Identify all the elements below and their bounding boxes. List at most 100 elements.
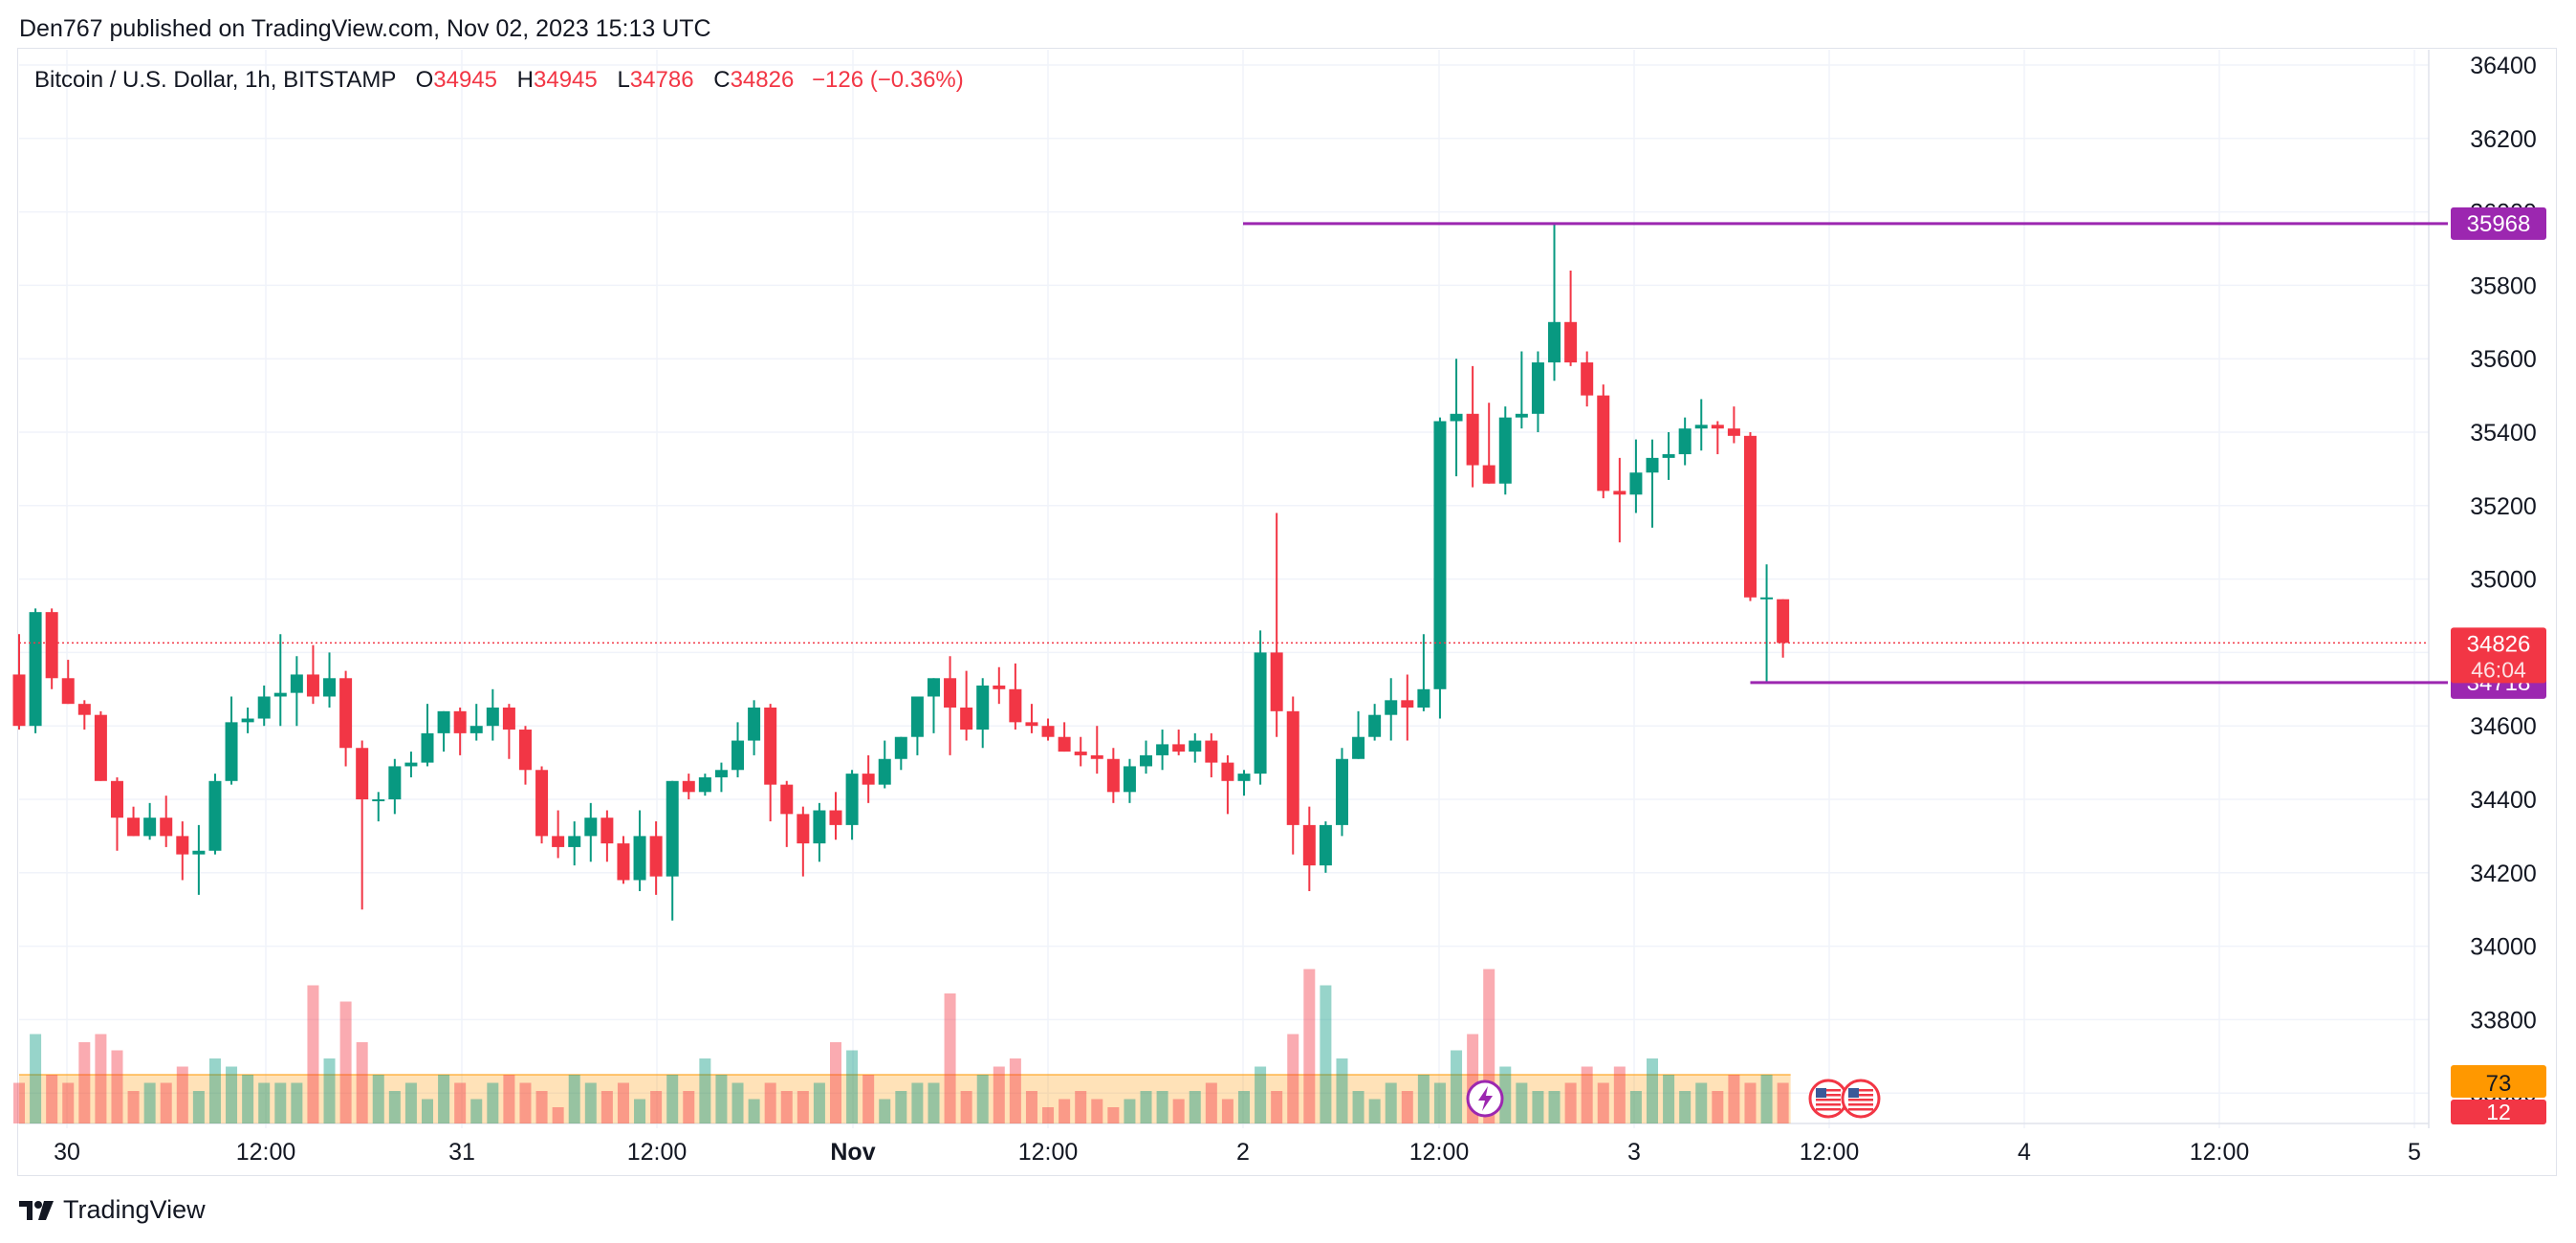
candle-body[interactable] [1123, 766, 1136, 793]
candle-body[interactable] [1302, 824, 1316, 866]
candle-body[interactable] [1335, 758, 1348, 825]
candle-body[interactable] [143, 818, 157, 837]
candle-body[interactable] [306, 674, 319, 697]
candle-body[interactable] [192, 850, 206, 855]
candle-body[interactable] [944, 678, 957, 708]
candle-body[interactable] [127, 818, 141, 837]
candle-body[interactable] [993, 685, 1006, 689]
candle-body[interactable] [649, 836, 663, 877]
candle-body[interactable] [1140, 754, 1153, 767]
candle-body[interactable] [1613, 491, 1626, 495]
candle-body[interactable] [94, 714, 107, 781]
candle-body[interactable] [1090, 754, 1103, 759]
candle-body[interactable] [469, 726, 483, 733]
candle-body[interactable] [61, 678, 75, 705]
candle-body[interactable] [1629, 472, 1643, 495]
candle-body[interactable] [323, 678, 337, 697]
candle-body[interactable] [1531, 362, 1544, 414]
candle-body[interactable] [339, 678, 353, 749]
symbol-title[interactable]: Bitcoin / U.S. Dollar, 1h, BITSTAMP [34, 67, 396, 93]
candle-body[interactable] [1777, 599, 1790, 643]
candle-body[interactable] [1205, 740, 1218, 763]
candle-body[interactable] [714, 770, 728, 777]
candle-body[interactable] [568, 836, 581, 847]
candle-body[interactable] [731, 740, 745, 771]
candle-body[interactable] [813, 810, 826, 844]
candle-body[interactable] [404, 762, 418, 767]
candle-body[interactable] [1694, 425, 1708, 429]
candle-body[interactable] [894, 736, 907, 759]
candle-body[interactable] [1058, 736, 1071, 752]
candle-body[interactable] [1319, 824, 1332, 866]
candle-body[interactable] [535, 770, 549, 837]
candle-body[interactable] [1498, 417, 1512, 484]
candle-body[interactable] [241, 718, 254, 723]
candle-body[interactable] [748, 708, 761, 741]
candle-body[interactable] [1662, 454, 1675, 458]
candle-body[interactable] [1743, 435, 1757, 598]
candle-body[interactable] [1597, 395, 1610, 491]
candle-body[interactable] [1270, 652, 1283, 711]
candle-body[interactable] [502, 708, 515, 731]
candle-body[interactable] [910, 696, 924, 737]
candle-body[interactable] [1025, 722, 1038, 727]
candle-body[interactable] [764, 708, 777, 785]
candle-body[interactable] [1156, 744, 1169, 755]
candle-body[interactable] [45, 612, 58, 679]
candle-body[interactable] [77, 704, 91, 715]
candle-body[interactable] [388, 766, 402, 799]
candle-body[interactable] [1189, 740, 1202, 752]
candle-body[interactable] [780, 784, 794, 815]
candle-body[interactable] [1433, 421, 1447, 689]
candle-body[interactable] [1711, 425, 1724, 429]
candle-body[interactable] [1385, 700, 1398, 715]
candle-body[interactable] [1564, 321, 1578, 363]
candle-body[interactable] [421, 732, 434, 763]
candle-body[interactable] [1678, 428, 1692, 455]
candle-body[interactable] [976, 685, 990, 731]
candle-body[interactable] [1254, 652, 1267, 774]
candle-body[interactable] [1760, 597, 1774, 600]
candle-body[interactable] [29, 612, 42, 727]
candle-body[interactable] [1515, 413, 1528, 418]
candle-body[interactable] [1727, 428, 1740, 436]
candle-body[interactable] [617, 843, 630, 881]
candle-body[interactable] [1401, 700, 1414, 708]
candle-body[interactable] [1450, 413, 1463, 422]
candle-body[interactable] [1368, 714, 1382, 737]
candle-body[interactable] [356, 748, 369, 799]
candle-body[interactable] [1237, 774, 1251, 781]
candle-body[interactable] [1417, 688, 1430, 708]
candle-body[interactable] [1106, 758, 1120, 793]
candle-body[interactable] [584, 818, 598, 837]
candle-body[interactable] [1466, 413, 1479, 466]
candle-body[interactable] [829, 810, 842, 825]
candle-body[interactable] [176, 836, 189, 855]
candle-body[interactable] [633, 836, 646, 881]
candle-body[interactable] [927, 678, 940, 697]
candle-body[interactable] [273, 692, 287, 697]
candle-body[interactable] [1352, 736, 1365, 759]
candle-body[interactable] [1548, 321, 1561, 363]
candle-body[interactable] [1581, 362, 1594, 396]
tradingview-brand[interactable]: TradingView [19, 1195, 206, 1225]
candle-body[interactable] [1286, 710, 1299, 825]
candle-body[interactable] [960, 708, 973, 731]
candle-body[interactable] [518, 730, 532, 771]
candle-body[interactable] [845, 774, 859, 825]
candle-body[interactable] [1041, 726, 1055, 737]
candle-body[interactable] [797, 814, 810, 844]
candle-body[interactable] [110, 780, 123, 818]
candle-body[interactable] [437, 710, 450, 733]
candle-body[interactable] [225, 722, 238, 781]
candle-body[interactable] [290, 674, 303, 693]
candle-body[interactable] [666, 780, 679, 877]
candle-body[interactable] [682, 780, 695, 793]
candle-body[interactable] [453, 710, 467, 733]
candle-body[interactable] [552, 836, 565, 847]
candle-body[interactable] [160, 818, 173, 837]
candle-body[interactable] [1074, 752, 1087, 755]
candle-body[interactable] [1221, 762, 1234, 781]
candle-body[interactable] [1646, 457, 1659, 473]
